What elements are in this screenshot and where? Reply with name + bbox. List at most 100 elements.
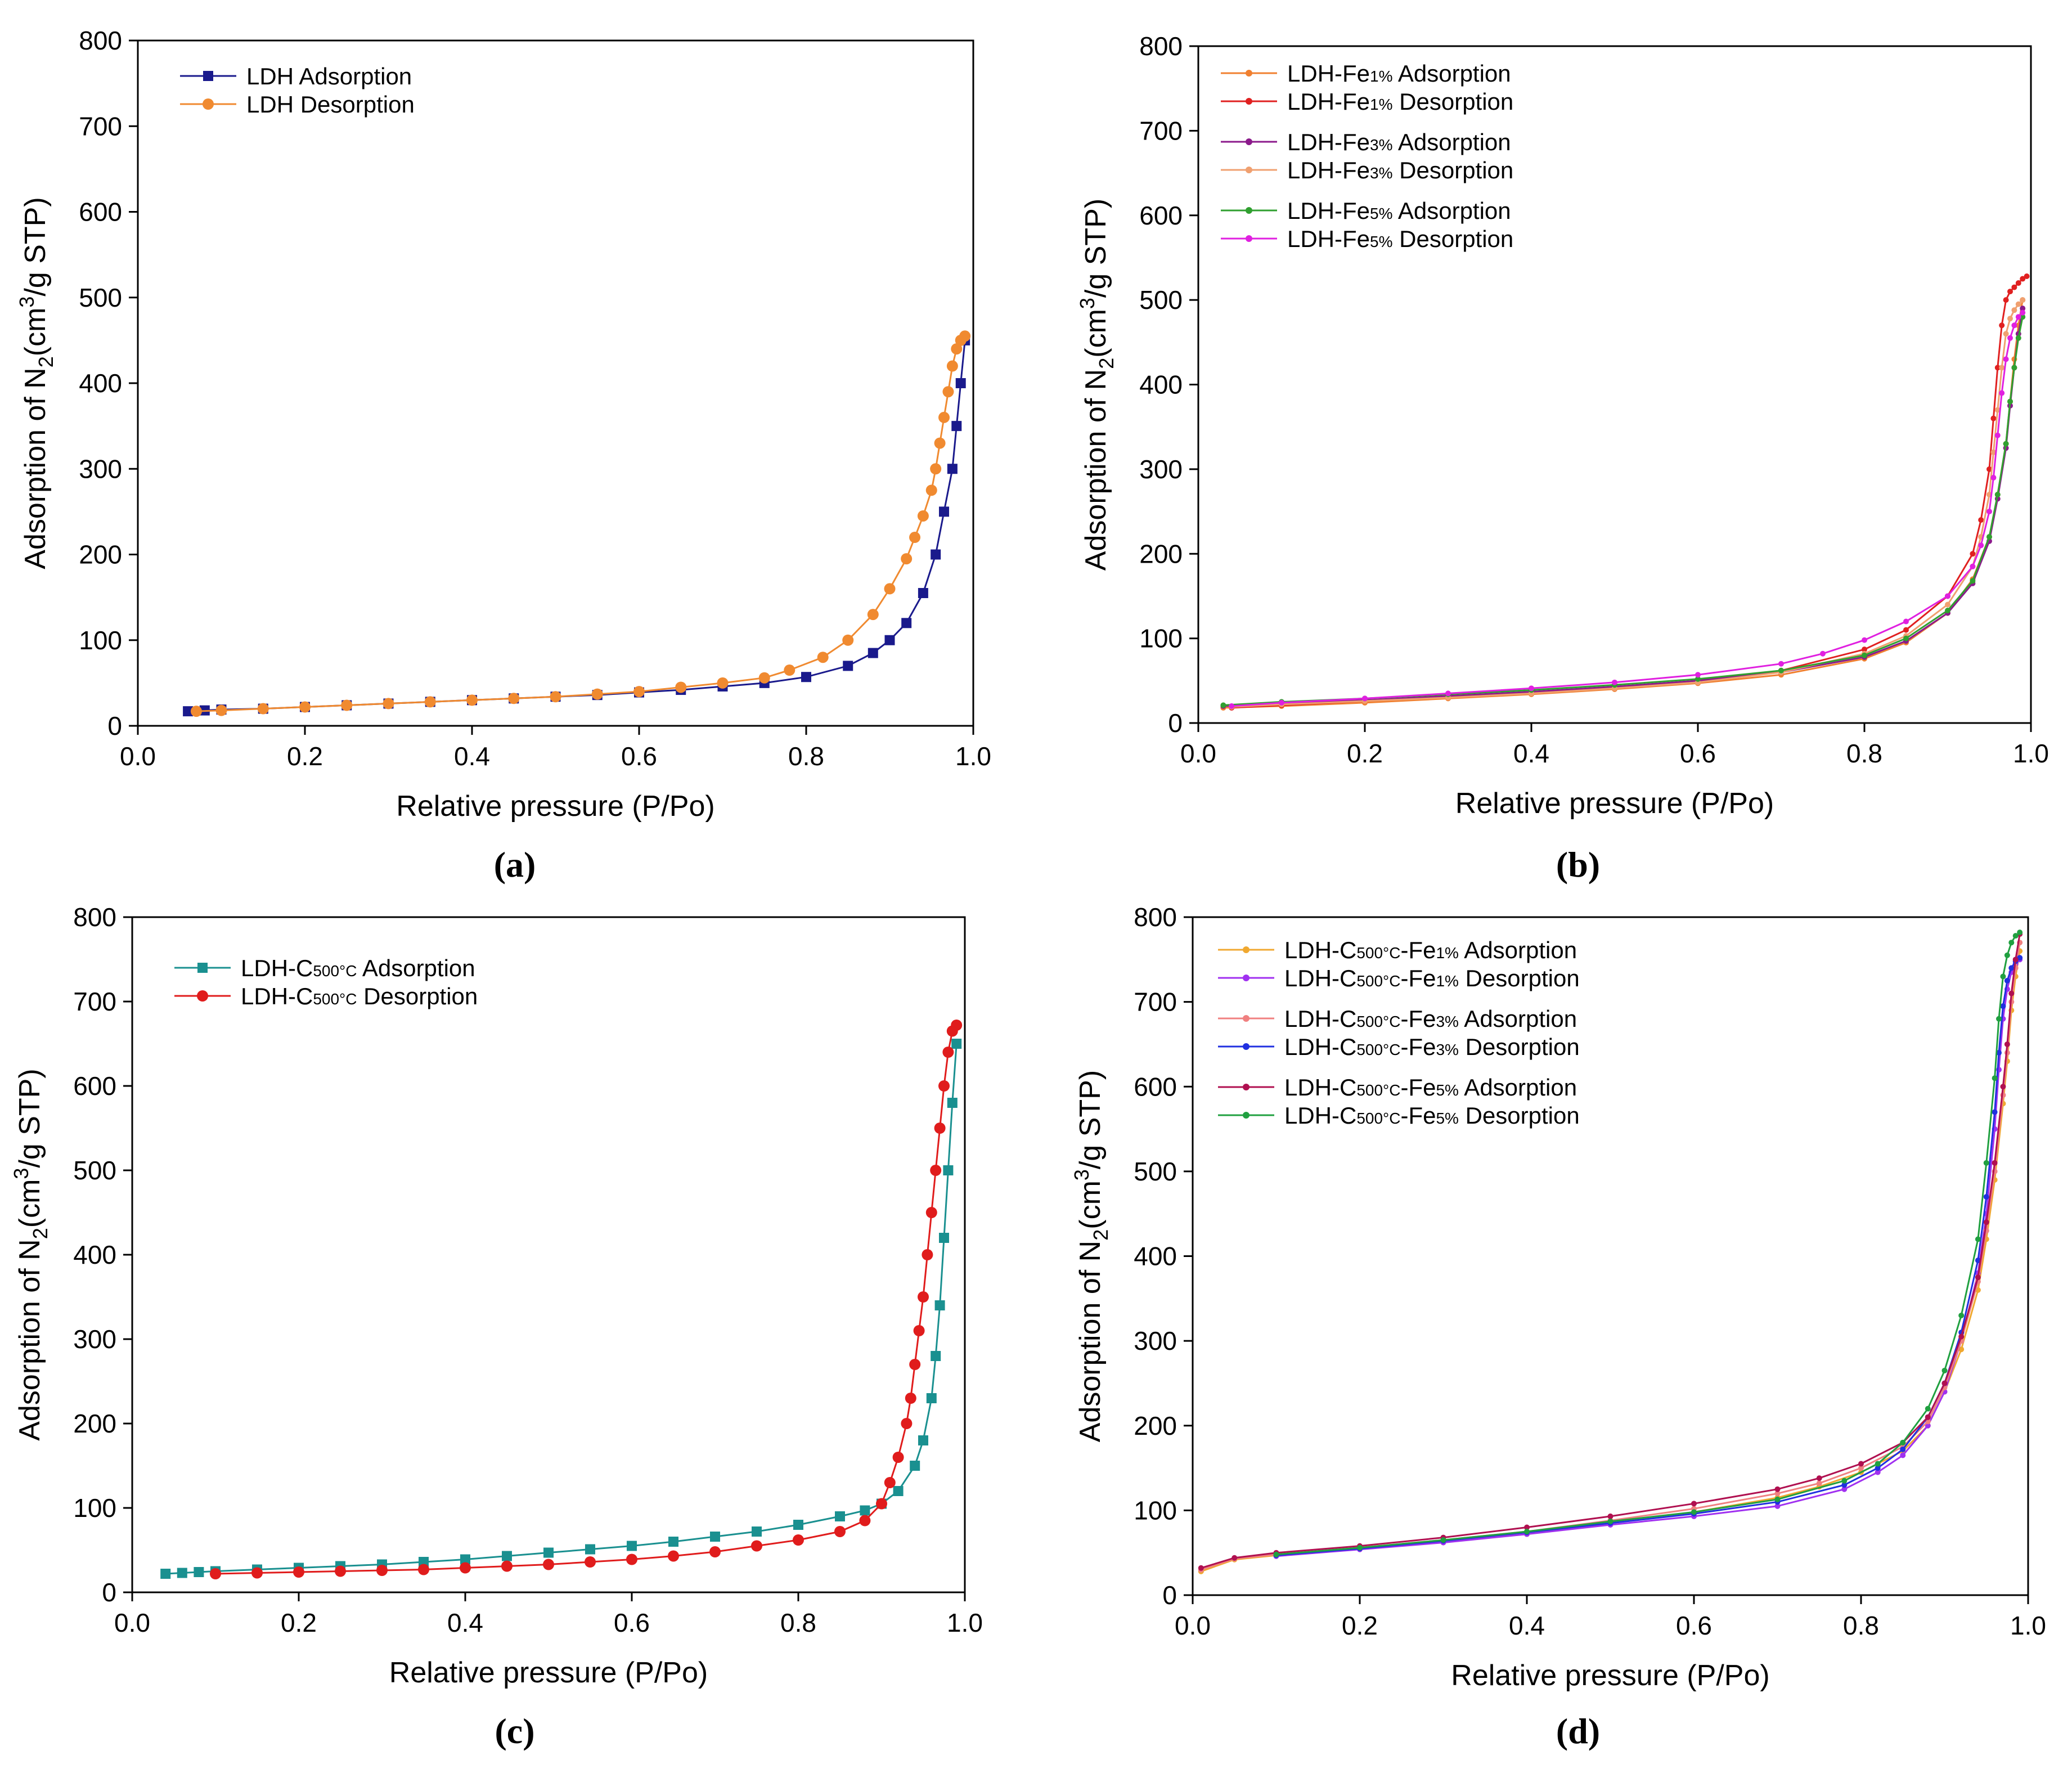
data-point — [2007, 335, 2013, 341]
data-point — [1975, 1274, 1981, 1281]
y-axis-label-part: (cm — [19, 308, 52, 357]
data-point — [1231, 1555, 1238, 1561]
legend-item: LDH-Fe3% Desorption — [1221, 157, 1513, 183]
data-point — [2015, 301, 2021, 307]
legend-item: LDH-Fe1% Adsorption — [1221, 60, 1511, 87]
data-point — [931, 1351, 941, 1361]
data-point — [419, 1557, 429, 1567]
data-point — [1925, 1422, 1931, 1429]
legend-label-part: LDH-C — [1284, 1074, 1356, 1101]
data-point — [934, 1300, 945, 1310]
y-axis-label-part: 3 — [15, 297, 38, 308]
data-point — [1858, 1465, 1864, 1471]
data-point — [1992, 1160, 1998, 1166]
legend-label-part: -Fe — [1400, 965, 1436, 991]
y-tick-label: 200 — [1139, 539, 1183, 568]
y-axis-label-part: /g STP) — [19, 197, 52, 296]
data-point — [834, 1526, 846, 1537]
data-point — [251, 1567, 263, 1579]
panel-label-a: (a) — [493, 845, 536, 884]
legend-item: LDH-C500°C-Fe3% Desorption — [1218, 1034, 1580, 1060]
legend-label-part: 500°C — [1356, 1081, 1400, 1099]
legend-marker — [1243, 975, 1250, 981]
data-point — [1778, 667, 1784, 674]
legend-marker — [1246, 138, 1252, 145]
y-tick-label: 700 — [1134, 987, 1177, 1017]
x-tick-label: 0.0 — [1175, 1611, 1211, 1640]
data-point — [501, 1560, 513, 1572]
data-point — [1978, 542, 1984, 549]
legend-marker — [203, 98, 214, 110]
y-tick-label: 600 — [1134, 1072, 1177, 1101]
data-point — [1695, 676, 1701, 682]
data-point — [1841, 1486, 1848, 1492]
y-tick-label: 0 — [1162, 1581, 1177, 1610]
y-axis-label-part: Adsorption of N — [19, 367, 52, 569]
data-point — [835, 1511, 845, 1521]
y-tick-label: 700 — [1139, 116, 1183, 145]
x-tick-label: 0.0 — [120, 742, 156, 771]
legend-label-part: Adsorption — [1393, 197, 1511, 224]
data-point — [1774, 1490, 1781, 1497]
data-point — [709, 1546, 721, 1557]
data-point — [626, 1553, 637, 1565]
series-1 — [210, 1020, 963, 1579]
data-point — [383, 698, 394, 710]
data-point — [884, 1477, 896, 1488]
plot-frame — [137, 39, 974, 727]
y-axis-label: Adsorption of N2(cm3/g STP) — [10, 1068, 52, 1440]
data-point — [460, 1554, 470, 1565]
x-tick-label: 1.0 — [955, 742, 991, 771]
legend-label-part: LDH-Fe — [1287, 88, 1370, 115]
legend-label: LDH-Fe5% Desorption — [1287, 226, 1513, 252]
series-line — [165, 1043, 958, 1575]
data-point — [1900, 1452, 1906, 1458]
data-point — [215, 704, 227, 716]
data-point — [1990, 415, 1997, 421]
legend-label: LDH-Fe1% Adsorption — [1287, 60, 1511, 87]
data-point — [1875, 1469, 1881, 1475]
legend-label-part: 500°C — [1356, 1041, 1400, 1058]
data-point — [1279, 699, 1284, 706]
y-tick-label: 500 — [1139, 285, 1183, 315]
data-point — [2004, 977, 2010, 984]
x-tick-label: 0.0 — [1180, 739, 1216, 768]
data-point — [633, 686, 645, 698]
y-tick-label: 800 — [73, 903, 116, 932]
legend-label-part: 1% — [1436, 972, 1458, 990]
legend-label-part: LDH-C — [241, 983, 313, 1009]
panel-label-c: (c) — [495, 1711, 535, 1751]
data-point — [1970, 551, 1976, 557]
y-tick-label: 300 — [1139, 455, 1183, 484]
y-tick-label: 200 — [79, 540, 122, 569]
data-point — [942, 1047, 954, 1058]
legend-marker — [1246, 235, 1252, 242]
x-axis-label: Relative pressure (P/Po) — [1455, 787, 1774, 820]
legend-label-part: LDH-C — [241, 955, 313, 981]
y-tick-label: 800 — [1139, 32, 1183, 61]
data-point — [909, 1359, 921, 1370]
data-point — [1820, 650, 1826, 657]
y-tick-label: 800 — [1134, 903, 1177, 932]
x-tick-label: 0.4 — [454, 742, 490, 771]
data-point — [2008, 940, 2015, 946]
data-point — [930, 463, 942, 475]
data-point — [502, 1551, 512, 1561]
legend-label-part: 3% — [1370, 136, 1392, 154]
series-line — [215, 1025, 958, 1575]
data-point — [2015, 280, 2021, 286]
y-tick-label: 100 — [73, 1493, 116, 1523]
y-tick-label: 500 — [79, 283, 122, 312]
series-line — [1223, 308, 2024, 707]
series-3 — [1229, 297, 2026, 710]
data-point — [1970, 563, 1976, 569]
data-point — [884, 635, 895, 645]
y-axis-label-part: 2 — [1095, 358, 1118, 369]
series-0 — [160, 1039, 962, 1579]
data-point — [1945, 601, 1950, 608]
data-point — [758, 672, 770, 684]
data-point — [1941, 1367, 1948, 1373]
data-point — [424, 696, 436, 708]
legend-label-part: LDH-C — [1284, 937, 1356, 963]
data-point — [1229, 703, 1235, 709]
